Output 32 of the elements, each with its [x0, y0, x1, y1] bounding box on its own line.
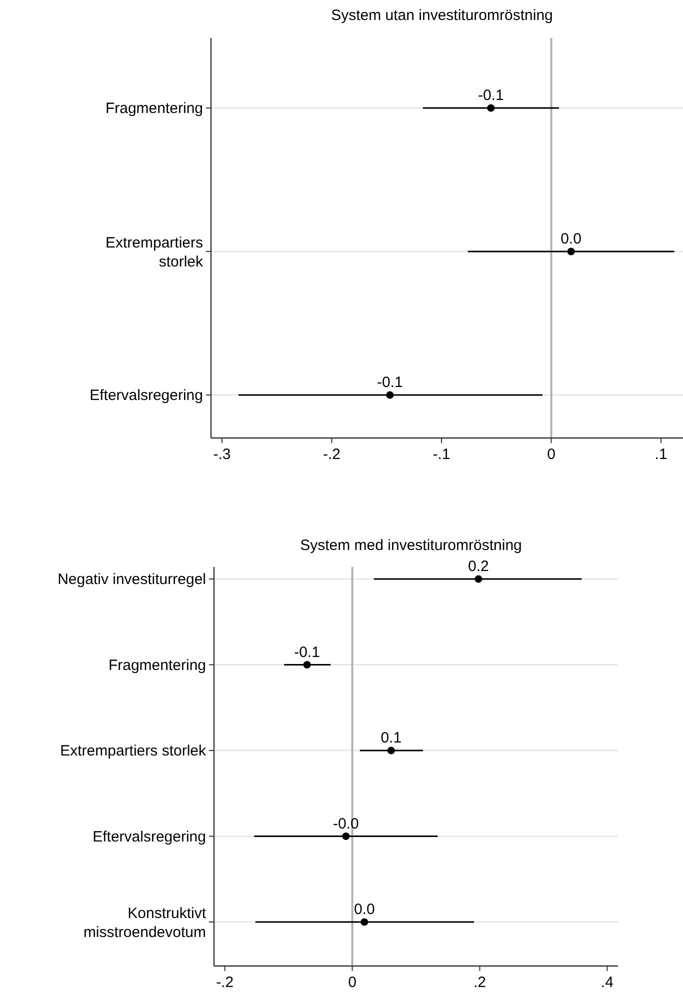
point	[303, 660, 311, 669]
chart-title: System med investituromröstning	[300, 537, 522, 554]
y-tick-label: Eftervalsregering	[90, 387, 203, 404]
x-tick-label: 0	[547, 446, 556, 463]
x-tick-label: .4	[600, 974, 614, 991]
y-tick-label: Konstruktivt misstroendevotum	[83, 905, 207, 941]
data-label: -0.1	[294, 644, 320, 661]
data-label: 0.1	[380, 730, 402, 746]
y-tick-label: Fragmentering	[108, 656, 206, 674]
data-label: 0.0	[560, 230, 582, 248]
data-label: 0.2	[468, 558, 489, 575]
point	[342, 832, 350, 840]
x-tick-label: -.2	[216, 974, 234, 991]
x-tick-label: 0	[348, 974, 356, 991]
point	[360, 918, 368, 926]
x-tick-label: -.3	[213, 446, 231, 463]
chart-title: System utan investituromröstning	[331, 7, 553, 24]
x-tick-label: .2	[473, 974, 486, 991]
y-tick-label: Extrempartiers storlek	[105, 234, 204, 270]
data-label: 0.0	[354, 901, 375, 918]
y-tick-label: Fragmentering	[105, 100, 203, 117]
y-tick-label: Extrempartiers storlek	[60, 742, 206, 760]
x-tick-label: .1	[654, 446, 668, 463]
point	[474, 575, 482, 583]
data-label: -0.1	[376, 374, 403, 391]
data-label: -0.0	[332, 815, 359, 832]
y-tick-label: Negativ investiturregel	[58, 571, 206, 588]
y-tick-label: Eftervalsregering	[92, 828, 206, 846]
x-tick-label: -.2	[322, 446, 340, 463]
point	[387, 746, 395, 754]
x-tick-label: -.1	[432, 446, 450, 463]
data-label: -0.1	[478, 87, 504, 104]
